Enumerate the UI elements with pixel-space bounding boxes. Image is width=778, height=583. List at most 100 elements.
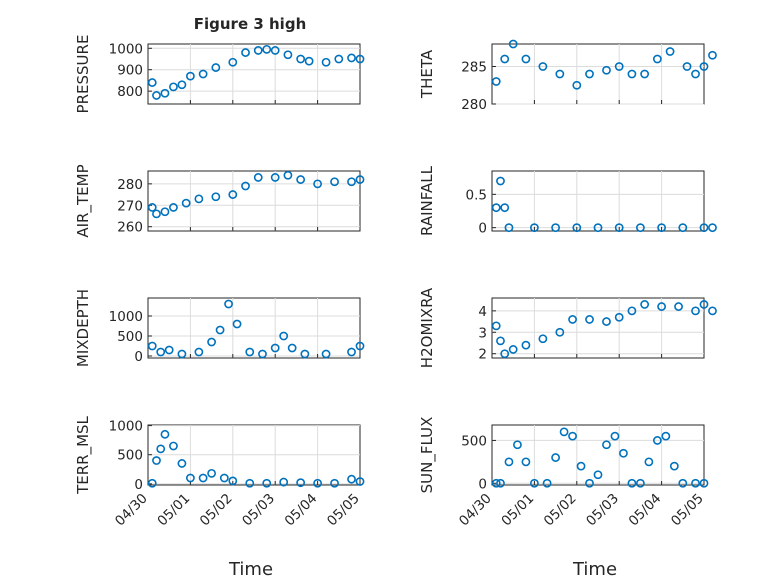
- x-tick-label: 05/04: [282, 491, 321, 530]
- series-markers: [491, 300, 717, 359]
- y-tick-label: 285: [461, 60, 487, 76]
- data-point: [185, 473, 195, 483]
- data-point: [296, 478, 306, 488]
- data-point: [593, 223, 603, 233]
- subplot-8: 0 500 04/30 05/01 05/02 05/03 05/04 05/05 SUN_FL…: [418, 417, 709, 530]
- data-point: [215, 325, 225, 335]
- y-tick-label: 0: [478, 221, 487, 237]
- data-point: [640, 69, 650, 79]
- y-tick-label: 800: [117, 84, 143, 100]
- subplot-7: 0 500 1000 04/30 05/01 05/02 05/03 05/04 05/05 TE…: [74, 415, 365, 530]
- series-markers: [147, 170, 365, 219]
- y-axis-label: SUN_FLUX: [418, 417, 437, 494]
- data-point: [661, 431, 671, 441]
- data-point: [614, 312, 624, 322]
- data-point: [160, 88, 170, 98]
- data-point: [347, 347, 356, 357]
- data-point: [652, 436, 662, 445]
- data-point: [551, 453, 560, 462]
- data-point: [228, 57, 238, 67]
- data-point: [496, 336, 505, 346]
- data-point: [147, 203, 157, 212]
- x-tick-label: 05/02: [541, 491, 580, 530]
- data-point: [542, 478, 552, 488]
- data-point: [652, 54, 662, 64]
- data-point: [347, 177, 356, 187]
- data-point: [224, 299, 233, 309]
- data-point: [699, 478, 709, 488]
- data-point: [279, 477, 289, 487]
- data-point: [691, 69, 700, 79]
- data-point: [321, 57, 331, 67]
- x-tick-label: 05/01: [498, 491, 537, 530]
- data-point: [194, 194, 204, 204]
- data-point: [636, 223, 645, 233]
- data-point: [262, 478, 272, 488]
- data-point: [270, 173, 280, 182]
- subplot-4: 0 0.5 RAINFALL: [418, 165, 717, 237]
- subplot-grid: 800 900 1000 PRESSURE 280 285 THETA 260 270 280 AI…: [74, 35, 717, 530]
- data-point: [682, 62, 692, 71]
- data-point: [699, 62, 709, 71]
- y-tick-label: 500: [461, 433, 487, 449]
- axes-box: [491, 297, 705, 359]
- data-point: [147, 78, 157, 87]
- x-tick-label: 05/01: [154, 491, 193, 530]
- x-tick-label: 05/05: [324, 491, 363, 530]
- data-point: [504, 457, 514, 467]
- y-tick-label: 1000: [109, 309, 143, 325]
- data-point: [504, 223, 514, 233]
- data-point: [627, 69, 637, 79]
- data-point: [147, 478, 157, 488]
- data-point: [500, 54, 510, 64]
- data-point: [500, 203, 510, 213]
- y-tick-label: 0: [478, 476, 487, 492]
- series-markers: [491, 39, 717, 90]
- data-point: [627, 478, 637, 488]
- y-tick-label: 500: [117, 329, 143, 345]
- grid: [492, 425, 704, 485]
- x-tick-label: 04/30: [112, 491, 151, 530]
- data-point: [538, 334, 548, 344]
- data-point: [538, 62, 548, 71]
- grid: [148, 298, 360, 358]
- y-tick-label: 3: [478, 325, 487, 341]
- data-point: [699, 223, 709, 233]
- y-tick-label: 0.5: [466, 187, 487, 203]
- data-point: [491, 77, 501, 86]
- series-markers: [147, 429, 365, 488]
- data-point: [207, 468, 216, 478]
- y-tick-label: 900: [117, 63, 143, 79]
- x-tick-label: 05/03: [583, 491, 622, 530]
- data-point: [347, 474, 356, 484]
- data-point: [347, 53, 356, 63]
- axes-box: [491, 43, 705, 105]
- data-point: [551, 223, 560, 233]
- y-tick-label: 2: [478, 347, 487, 363]
- data-point: [614, 62, 624, 71]
- data-point: [241, 181, 250, 191]
- data-point: [691, 478, 700, 488]
- grid: [492, 171, 704, 231]
- x-tick-label: 05/04: [626, 491, 665, 530]
- data-point: [610, 431, 620, 441]
- data-point: [262, 44, 272, 54]
- axes-box: [491, 170, 705, 232]
- y-tick-label: 4: [478, 304, 487, 320]
- data-point: [211, 192, 221, 202]
- x-tick-label: 05/02: [197, 491, 236, 530]
- data-point: [156, 347, 166, 357]
- data-point: [491, 203, 501, 213]
- xlabel-left: Time: [228, 559, 273, 580]
- data-point: [576, 461, 586, 471]
- data-point: [530, 223, 539, 233]
- data-point: [585, 315, 594, 324]
- data-point: [614, 223, 624, 233]
- data-point: [241, 48, 250, 57]
- data-point: [559, 427, 569, 437]
- data-point: [657, 223, 666, 233]
- data-point: [313, 179, 322, 189]
- data-point: [665, 47, 675, 56]
- data-point: [496, 478, 505, 488]
